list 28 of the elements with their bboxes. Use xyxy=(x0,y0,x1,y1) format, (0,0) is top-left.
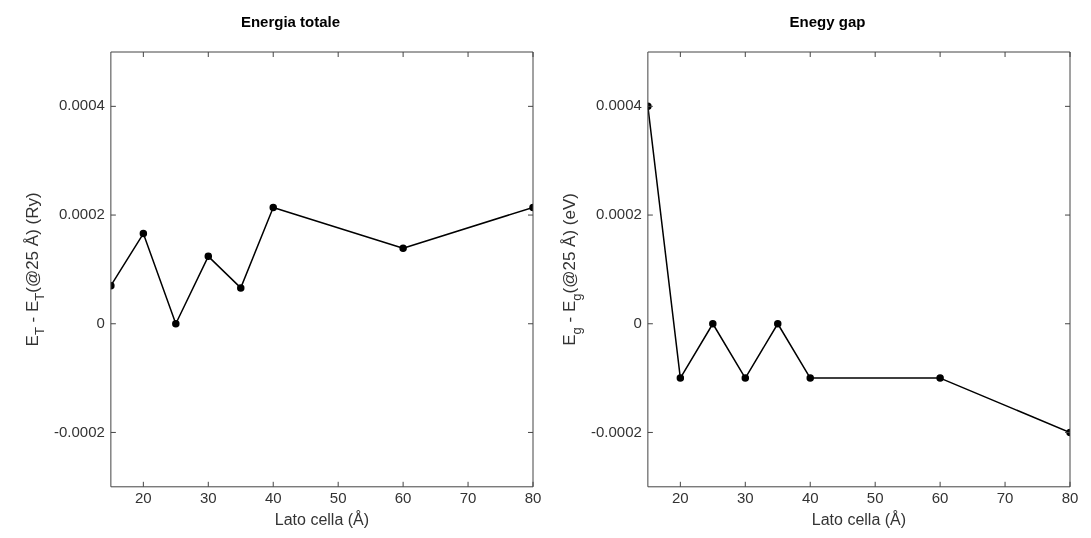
x-tick-label: 70 xyxy=(996,488,1014,506)
y-tick-label: 0.0004 xyxy=(58,96,105,114)
x-tick-label: 40 xyxy=(801,488,819,506)
x-tick-label: 20 xyxy=(135,488,152,506)
x-tick-label: 60 xyxy=(394,488,412,506)
x-tick-label: 60 xyxy=(931,488,949,506)
x-axis-title: Lato cella (Å) xyxy=(274,509,370,528)
x-tick-label: 70 xyxy=(459,488,477,506)
x-tick-label: 40 xyxy=(264,488,282,506)
x-tick-label: 30 xyxy=(199,488,217,506)
y-tick-label: 0.0002 xyxy=(58,205,105,223)
x-tick-label: 80 xyxy=(524,488,542,506)
x-tick-label: 80 xyxy=(1061,488,1079,506)
y-tick-label: -0.0002 xyxy=(54,422,105,440)
x-tick-label: 30 xyxy=(736,488,754,506)
y-tick-label: 0 xyxy=(633,313,642,331)
y-tick-label: 0.0004 xyxy=(595,96,642,114)
y-tick-label: 0 xyxy=(96,313,105,331)
chart-title: Enegy gap xyxy=(789,13,866,31)
y-axis-title: ET - ET(@25 Å) (Ry) xyxy=(23,192,47,347)
y-tick-label: -0.0002 xyxy=(591,422,642,440)
x-tick-label: 20 xyxy=(672,488,689,506)
x-axis-title: Lato cella (Å) xyxy=(811,509,907,528)
x-tick-label: 50 xyxy=(329,488,347,506)
y-axis-title: Eg - Eg(@25 Å) (eV) xyxy=(560,193,584,346)
x-tick-label: 50 xyxy=(866,488,884,506)
y-tick-label: 0.0002 xyxy=(595,205,642,223)
chart-title: Energia totale xyxy=(240,13,341,31)
